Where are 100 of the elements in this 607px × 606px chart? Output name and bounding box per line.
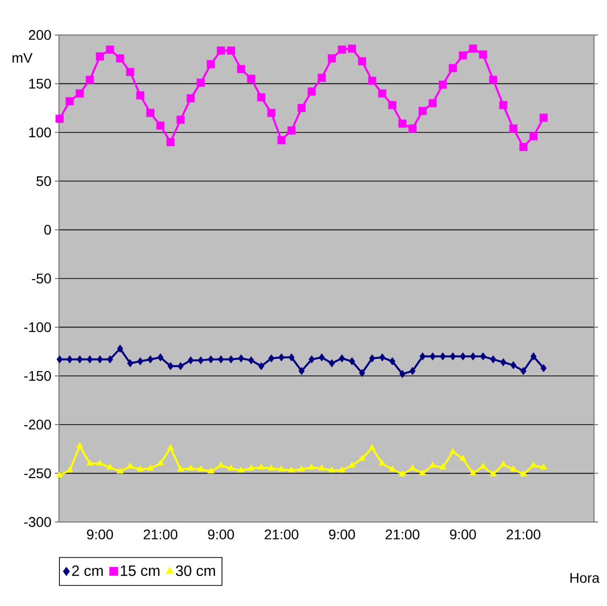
point — [540, 114, 548, 122]
point — [248, 464, 255, 470]
point — [106, 463, 114, 470]
point — [157, 353, 164, 362]
point — [116, 54, 124, 62]
point — [470, 352, 476, 360]
point — [378, 460, 386, 466]
point — [448, 64, 457, 72]
point — [358, 57, 366, 66]
point — [66, 466, 74, 472]
point — [76, 355, 83, 364]
point — [258, 362, 264, 370]
point — [388, 465, 396, 472]
point — [178, 362, 184, 370]
legend-label: 2 cm — [72, 565, 103, 576]
point — [76, 442, 84, 448]
point — [540, 364, 547, 372]
point — [519, 142, 528, 152]
point — [468, 44, 478, 53]
point — [216, 46, 225, 55]
point — [459, 454, 466, 461]
y-tick-label: 50 — [36, 176, 51, 186]
point — [510, 361, 516, 370]
point — [530, 461, 538, 468]
point — [368, 76, 376, 85]
point — [409, 464, 416, 470]
point — [338, 354, 345, 362]
point — [86, 460, 94, 466]
point — [429, 461, 436, 468]
point — [137, 357, 144, 366]
point — [348, 461, 356, 468]
point — [86, 76, 94, 84]
point — [136, 91, 144, 100]
point — [288, 353, 295, 362]
point — [167, 444, 174, 450]
point — [348, 357, 356, 366]
point — [500, 358, 506, 366]
point — [206, 60, 215, 68]
point — [479, 50, 488, 59]
point — [460, 352, 466, 360]
point — [328, 54, 336, 62]
point — [308, 463, 316, 470]
point — [398, 470, 406, 476]
point — [106, 46, 114, 54]
point — [408, 124, 417, 133]
point — [298, 366, 305, 376]
point — [156, 460, 164, 466]
point — [277, 136, 286, 144]
point — [116, 467, 124, 474]
point — [238, 354, 244, 362]
point — [439, 463, 446, 470]
x-axis-title: Hora — [570, 573, 600, 583]
point — [438, 80, 447, 89]
point — [500, 460, 507, 467]
point — [278, 353, 284, 362]
point — [146, 108, 154, 117]
point — [489, 76, 498, 84]
point — [338, 46, 346, 54]
point — [268, 354, 274, 362]
point — [308, 87, 316, 96]
point — [428, 99, 437, 108]
point — [480, 462, 487, 469]
point — [126, 462, 134, 469]
point — [529, 132, 538, 140]
point — [409, 366, 416, 376]
point — [430, 352, 436, 360]
point — [358, 454, 366, 461]
point — [218, 355, 224, 364]
x-tick-label: 9:00 — [450, 530, 476, 540]
point — [198, 356, 204, 364]
point — [56, 114, 64, 123]
point — [359, 368, 366, 378]
y-tick-label: 200 — [28, 30, 51, 40]
point — [398, 120, 406, 128]
point — [378, 89, 386, 98]
point — [96, 52, 104, 60]
y-tick-label: -300 — [24, 517, 51, 527]
point — [146, 464, 154, 470]
point — [298, 104, 306, 112]
point — [510, 465, 517, 472]
point — [530, 352, 537, 360]
point — [388, 101, 396, 110]
x-tick-label: 9:00 — [87, 530, 113, 540]
point — [278, 465, 285, 472]
point — [207, 467, 214, 474]
point — [197, 465, 204, 472]
x-tick-label: 21:00 — [264, 530, 298, 540]
point — [217, 461, 224, 468]
point — [66, 97, 74, 106]
y-axis-title: mV — [12, 53, 32, 63]
point — [419, 469, 426, 476]
point — [318, 464, 326, 470]
point — [248, 356, 254, 364]
y-tick-label: -100 — [24, 322, 51, 332]
point — [298, 465, 306, 472]
y-tick-label: 0 — [44, 224, 51, 235]
legend-label: 30 cm — [176, 565, 215, 576]
point — [166, 138, 175, 146]
point — [520, 470, 527, 476]
point — [449, 448, 456, 454]
